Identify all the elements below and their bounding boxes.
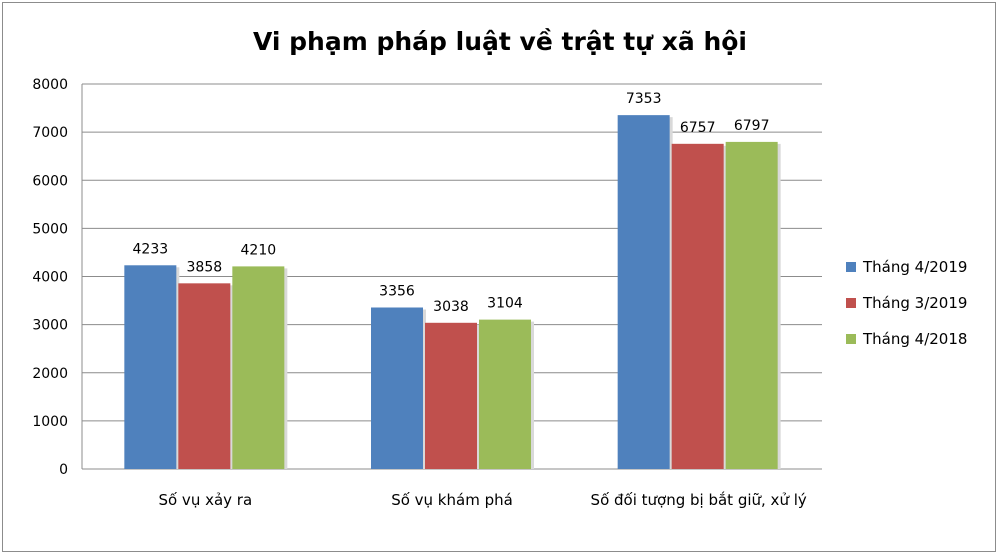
legend-label: Tháng 4/2018 (862, 330, 967, 348)
y-tick-label: 6000 (32, 173, 68, 189)
category-label: Số vụ khám phá (391, 491, 513, 509)
legend-swatch (846, 298, 856, 308)
category-label: Số đối tượng bị bắt giữ, xử lý (591, 491, 807, 509)
bar (671, 143, 724, 469)
legend: Tháng 4/2019 Tháng 3/2019 Tháng 4/2018 (846, 258, 967, 348)
data-label: 3104 (487, 296, 523, 312)
y-tick-label: 0 (59, 462, 68, 478)
legend-swatch (846, 334, 856, 344)
bar (725, 141, 778, 469)
y-tick-label: 4000 (32, 270, 68, 286)
bar (425, 322, 477, 469)
bar (479, 319, 531, 469)
data-label: 3038 (433, 299, 469, 315)
data-label: 4233 (133, 241, 169, 257)
data-label: 3356 (379, 283, 415, 299)
y-axis: 0 1000 2000 3000 4000 5000 6000 7000 8000 (32, 77, 822, 478)
y-tick-label: 5000 (32, 221, 68, 237)
data-label: 4210 (241, 242, 277, 258)
category-label: Số vụ xảy ra (158, 491, 252, 509)
data-label: 6797 (734, 118, 770, 134)
chart-title: Vi phạm pháp luật về trật tự xã hội (253, 27, 747, 56)
bar (617, 115, 670, 469)
y-tick-label: 7000 (32, 125, 68, 141)
x-axis: Số vụ xảy ra Số vụ khám phá Số đối tượng b… (158, 491, 806, 509)
y-tick-label: 2000 (32, 366, 68, 382)
bar (178, 283, 231, 469)
data-label: 7353 (626, 91, 662, 107)
bar (371, 307, 423, 469)
legend-label: Tháng 3/2019 (862, 294, 967, 312)
legend-label: Tháng 4/2019 (862, 258, 967, 276)
y-tick-label: 8000 (32, 77, 68, 93)
y-tick-label: 3000 (32, 318, 68, 334)
bar (124, 265, 177, 469)
bar (232, 266, 285, 469)
data-label: 3858 (187, 259, 223, 275)
legend-swatch (846, 262, 856, 272)
y-tick-label: 1000 (32, 414, 68, 430)
data-label: 6757 (680, 120, 716, 136)
bars: 4233 3858 4210 3356 3038 3104 7353 6757 6797 (124, 91, 781, 469)
